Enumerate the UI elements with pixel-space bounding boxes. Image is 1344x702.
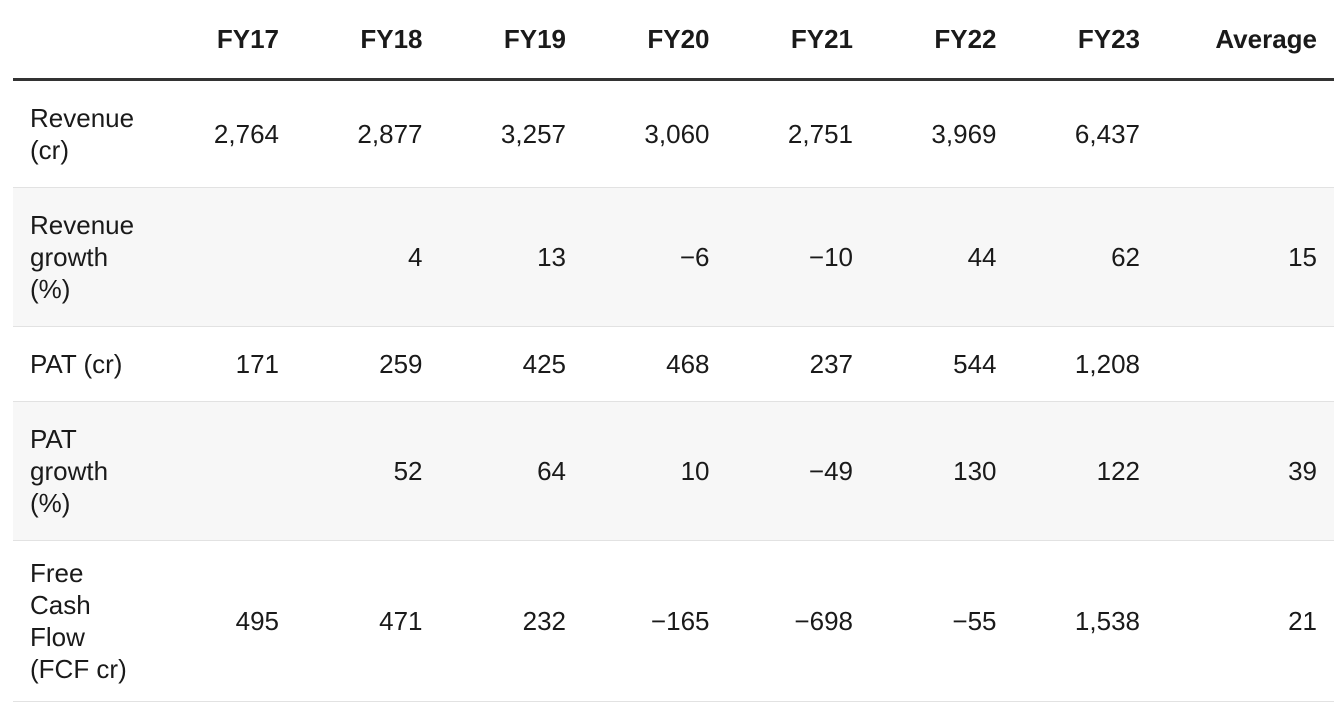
column-header: FY18 [279, 0, 423, 81]
value-cell: 64 [422, 401, 566, 541]
row-label-cell: Revenue growth (%) [13, 187, 136, 327]
value-cell: 2,764 [135, 79, 279, 188]
column-header: FY17 [135, 0, 279, 81]
table-body: Revenue (cr) 2,764 2,877 3,257 3,060 2,751 3,9… [13, 79, 1334, 702]
row-label-cell: Free Cash Flow (FCF cr) [13, 540, 136, 702]
value-cell: 21 [1140, 540, 1334, 702]
value-cell: 52 [279, 401, 423, 541]
value-cell: −6 [566, 187, 710, 327]
empty-cell [1140, 326, 1334, 402]
value-cell: 468 [566, 326, 710, 402]
value-cell: 13 [422, 187, 566, 327]
value-cell: 237 [709, 326, 853, 402]
value-cell: 2,877 [279, 79, 423, 188]
value-cell: 1,208 [996, 326, 1140, 402]
corner-cell [13, 0, 136, 81]
column-header: FY19 [422, 0, 566, 81]
value-cell: 171 [135, 326, 279, 402]
column-header: FY20 [566, 0, 710, 81]
value-cell: −55 [853, 540, 997, 702]
value-cell: 2,751 [709, 79, 853, 188]
value-cell: −165 [566, 540, 710, 702]
value-cell: 39 [1140, 401, 1334, 541]
empty-cell [1140, 79, 1334, 188]
row-label-cell: Revenue (cr) [13, 79, 136, 188]
table-row: Revenue (cr) 2,764 2,877 3,257 3,060 2,751 3,9… [13, 79, 1334, 188]
value-cell: 4 [279, 187, 423, 327]
value-cell: 232 [422, 540, 566, 702]
column-header: FY22 [853, 0, 997, 81]
value-cell: −10 [709, 187, 853, 327]
value-cell: 425 [422, 326, 566, 402]
value-cell: 1,538 [996, 540, 1140, 702]
empty-cell [135, 401, 279, 541]
value-cell: 544 [853, 326, 997, 402]
value-cell: 130 [853, 401, 997, 541]
header-row: FY17 FY18 FY19 FY20 FY21 FY22 FY23 Average [13, 0, 1334, 81]
row-label: Free Cash Flow (FCF cr) [30, 558, 127, 684]
value-cell: 495 [135, 540, 279, 702]
row-label-cell: PAT (cr) [13, 326, 136, 402]
value-cell: 10 [566, 401, 710, 541]
value-cell: 122 [996, 401, 1140, 541]
table-row: PAT (cr) 171 259 425 468 237 544 1,208 [13, 326, 1334, 402]
empty-cell [135, 187, 279, 327]
value-cell: 471 [279, 540, 423, 702]
value-cell: −49 [709, 401, 853, 541]
value-cell: 62 [996, 187, 1140, 327]
value-cell: 3,060 [566, 79, 710, 188]
value-cell: 259 [279, 326, 423, 402]
row-label: Revenue growth (%) [30, 210, 135, 304]
value-cell: 6,437 [996, 79, 1140, 188]
row-label: Revenue (cr) [30, 103, 135, 165]
value-cell: 15 [1140, 187, 1334, 327]
column-header: FY23 [996, 0, 1140, 81]
table-row: PAT growth (%) 52 64 10 −49 130 122 39 [13, 401, 1334, 541]
value-cell: 44 [853, 187, 997, 327]
row-label: PAT (cr) [30, 349, 123, 379]
column-header: FY21 [709, 0, 853, 81]
column-header: Average [1140, 0, 1334, 81]
row-label: PAT growth (%) [30, 424, 109, 518]
table-row: Free Cash Flow (FCF cr) 495 471 232 −165 −698… [13, 540, 1334, 702]
financial-table: FY17 FY18 FY19 FY20 FY21 FY22 FY23 Average Reve… [13, 0, 1334, 702]
value-cell: 3,257 [422, 79, 566, 188]
value-cell: 3,969 [853, 79, 997, 188]
row-label-cell: PAT growth (%) [13, 401, 136, 541]
table-row: Revenue growth (%) 4 13 −6 −10 44 62 15 [13, 187, 1334, 327]
value-cell: −698 [709, 540, 853, 702]
